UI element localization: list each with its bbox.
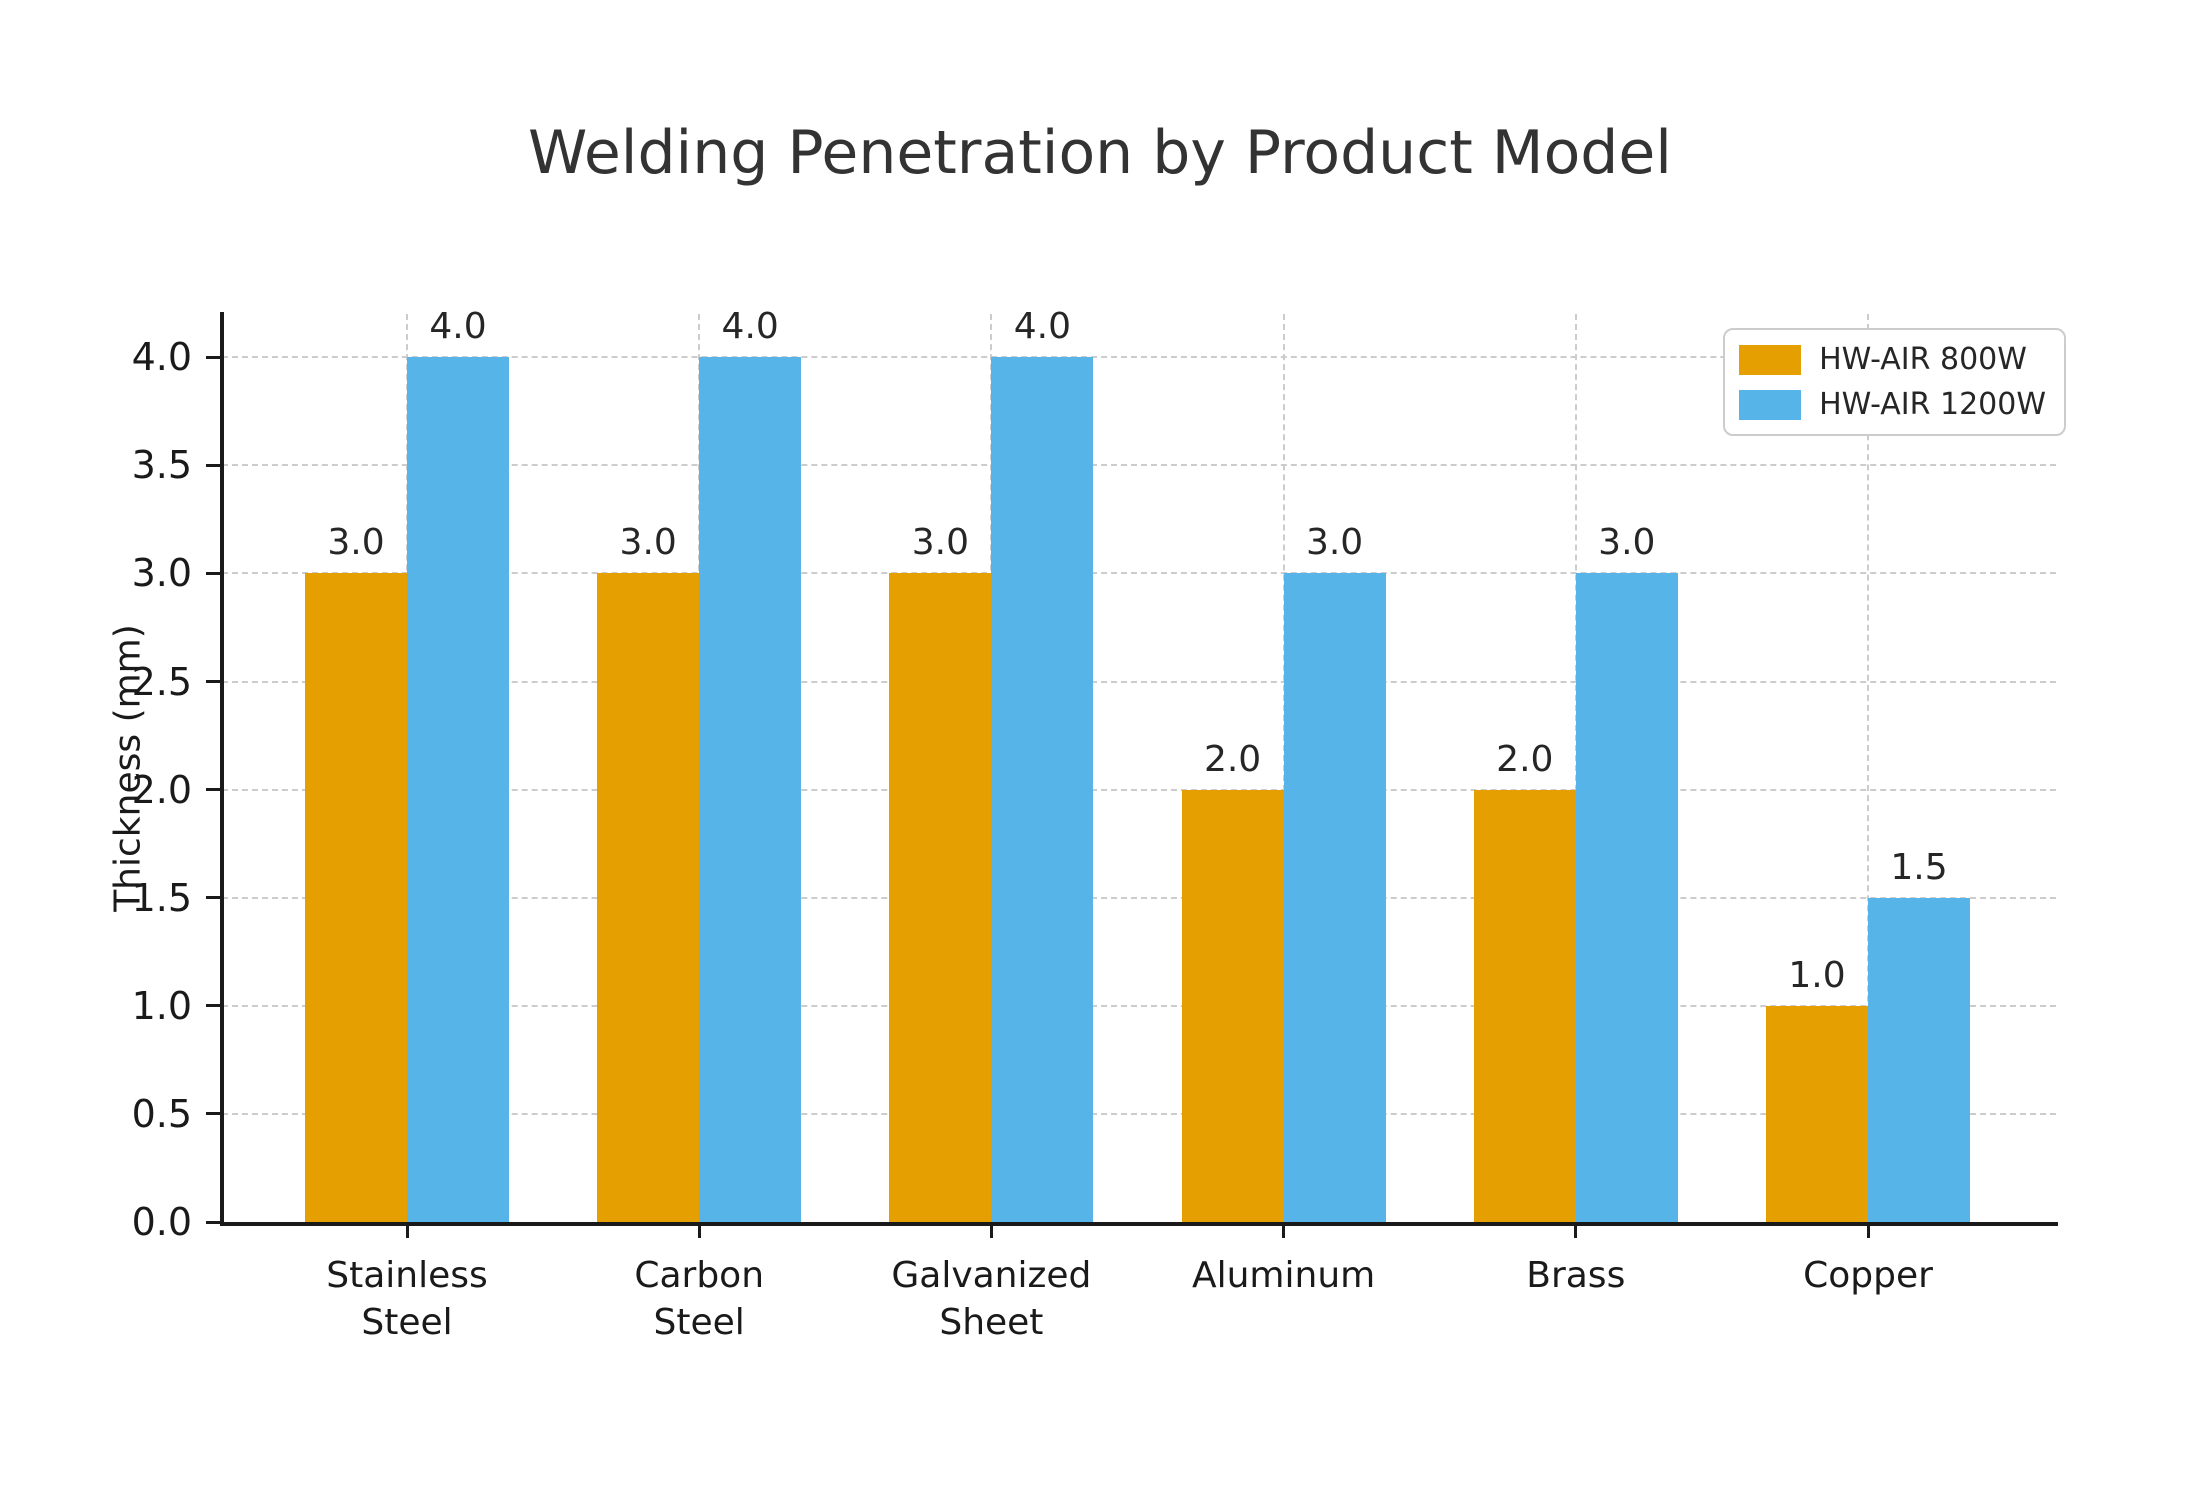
bar-value-label: 1.5 bbox=[1890, 846, 1948, 888]
x-tick bbox=[697, 1226, 701, 1238]
plot-area: 3.0 3.0 3.0 2.0 2.0 1.0 4.0 4.0 4.0 3.0 3.0 1.5 bbox=[222, 306, 2056, 1222]
y-tick-label: 1.5 bbox=[131, 875, 192, 920]
x-tick bbox=[1282, 1226, 1286, 1238]
bar-value-label: 3.0 bbox=[619, 522, 677, 564]
y-gridline bbox=[222, 356, 2056, 359]
bar-value-label: 3.0 bbox=[1305, 522, 1364, 564]
bar bbox=[699, 357, 802, 1222]
bar bbox=[1868, 897, 1970, 1222]
x-tick-label: Brass bbox=[1526, 1255, 1626, 1296]
y-gridline bbox=[222, 788, 2056, 791]
legend-item: HW-AIR 800W bbox=[1739, 342, 2046, 377]
y-tick-label: 2.5 bbox=[131, 659, 192, 704]
bar bbox=[407, 357, 509, 1222]
y-tick bbox=[206, 571, 220, 575]
legend-swatch bbox=[1739, 344, 1802, 375]
y-tick-label: 0.0 bbox=[131, 1200, 192, 1244]
bar bbox=[305, 573, 407, 1222]
bar-value-label: 4.0 bbox=[721, 306, 779, 348]
y-gridline bbox=[222, 464, 2056, 467]
x-tick-label: Carbon Steel bbox=[634, 1255, 765, 1343]
x-tick bbox=[1574, 1226, 1578, 1238]
y-tick-label: 3.0 bbox=[131, 551, 192, 596]
y-tick-label: 4.0 bbox=[131, 335, 192, 380]
y-tick bbox=[206, 1220, 220, 1224]
chart-title: Welding Penetration by Product Model bbox=[528, 118, 1672, 188]
bar bbox=[1181, 789, 1284, 1222]
bar bbox=[597, 573, 700, 1222]
bar bbox=[1766, 1005, 1868, 1222]
bar bbox=[1283, 573, 1386, 1222]
bar-value-label: 4.0 bbox=[1013, 306, 1072, 348]
bar bbox=[1473, 789, 1576, 1222]
bar-value-label: 3.0 bbox=[327, 522, 385, 564]
y-tick bbox=[206, 680, 220, 684]
legend-swatch bbox=[1739, 389, 1802, 420]
bar-value-label: 3.0 bbox=[911, 522, 970, 564]
x-gridline bbox=[1867, 314, 1869, 1222]
x-tick bbox=[1866, 1226, 1870, 1238]
y-gridline bbox=[222, 1004, 2056, 1007]
y-gridline bbox=[222, 1112, 2056, 1115]
bar-value-label: 1.0 bbox=[1788, 954, 1846, 996]
y-tick bbox=[206, 896, 220, 900]
legend-item: HW-AIR 1200W bbox=[1739, 387, 2046, 422]
y-tick bbox=[206, 463, 220, 467]
legend-label: HW-AIR 800W bbox=[1819, 342, 2027, 377]
y-gridline bbox=[222, 680, 2056, 683]
y-tick-label: 2.0 bbox=[131, 767, 192, 812]
y-tick bbox=[206, 1112, 220, 1116]
x-tick bbox=[989, 1226, 993, 1238]
y-tick bbox=[206, 788, 220, 792]
x-tick bbox=[405, 1226, 409, 1238]
x-tick-label: Aluminum bbox=[1191, 1255, 1376, 1296]
bar bbox=[1575, 573, 1678, 1222]
y-tick bbox=[206, 355, 220, 359]
bar bbox=[889, 573, 992, 1222]
bar-value-label: 3.0 bbox=[1598, 522, 1656, 564]
y-axis-spine bbox=[220, 312, 224, 1224]
bar-value-label: 4.0 bbox=[429, 306, 487, 348]
x-axis-spine bbox=[220, 1222, 2058, 1226]
legend: HW-AIR 800W HW-AIR 1200W bbox=[1723, 328, 2066, 436]
x-tick-label: Galvanized Sheet bbox=[891, 1255, 1092, 1343]
bar bbox=[991, 357, 1094, 1222]
y-gridline bbox=[222, 896, 2056, 899]
x-tick-label: Copper bbox=[1803, 1255, 1933, 1296]
x-tick-label: Stainless Steel bbox=[326, 1255, 488, 1343]
y-tick-label: 1.0 bbox=[131, 983, 192, 1028]
y-gridline bbox=[222, 572, 2056, 575]
bar-value-label: 2.0 bbox=[1496, 738, 1554, 780]
y-tick-label: 3.5 bbox=[131, 443, 192, 488]
y-tick-label: 0.5 bbox=[131, 1091, 192, 1136]
bar-value-label: 2.0 bbox=[1203, 738, 1262, 780]
y-tick bbox=[206, 1004, 220, 1008]
legend-label: HW-AIR 1200W bbox=[1819, 387, 2046, 422]
